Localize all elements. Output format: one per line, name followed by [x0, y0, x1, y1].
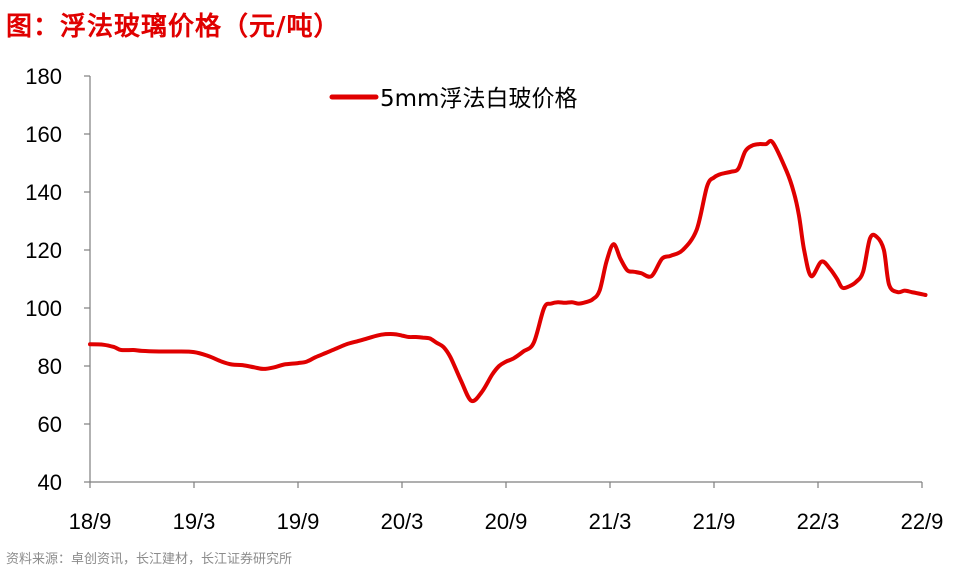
- chart-legend: 5mm浮法白玻价格: [329, 86, 577, 112]
- x-tick-label: 20/3: [381, 509, 424, 534]
- y-tick-label: 100: [25, 296, 62, 321]
- legend-label: 5mm浮法白玻价格: [380, 86, 577, 112]
- y-tick-label: 60: [38, 412, 62, 437]
- x-tick-label: 19/3: [173, 509, 216, 534]
- x-tick-label: 20/9: [485, 509, 528, 534]
- source-note: 资料来源：卓创资讯，长江建材，长江证券研究所: [6, 552, 293, 567]
- y-tick-label: 180: [25, 64, 62, 89]
- series-line: [88, 138, 928, 404]
- y-tick-label: 160: [25, 122, 62, 147]
- series-layer: [88, 138, 928, 404]
- y-tick-label: 80: [38, 354, 62, 379]
- x-axis-ticks: 18/9 19/3 19/9 20/3 20/9 21/3 21/9 22/3 22/9: [69, 482, 944, 534]
- x-tick-label: 22/3: [797, 509, 840, 534]
- chart-title: 图：浮法玻璃价格（元/吨）: [6, 12, 341, 42]
- x-tick-label: 18/9: [69, 509, 112, 534]
- x-tick-label: 22/9: [901, 509, 944, 534]
- y-tick-label: 140: [25, 180, 62, 205]
- x-tick-label: 21/3: [589, 509, 632, 534]
- y-tick-label: 120: [25, 238, 62, 263]
- chart-axes: [89, 76, 922, 483]
- y-axis-ticks: 40 60 80 100 120 140 160 180: [25, 64, 90, 495]
- y-tick-label: 40: [38, 470, 62, 495]
- x-tick-label: 21/9: [693, 509, 736, 534]
- x-tick-label: 19/9: [277, 509, 320, 534]
